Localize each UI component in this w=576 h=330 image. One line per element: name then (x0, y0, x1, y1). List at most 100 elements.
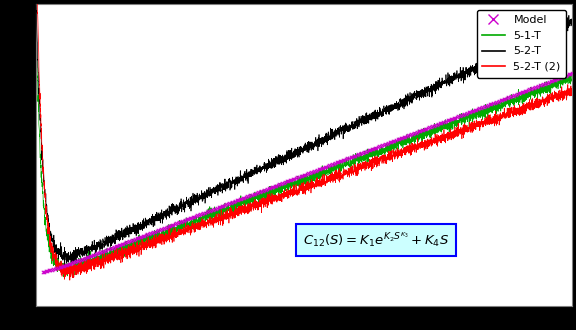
Model (490, 100, 499, 105)
Model (369, 146, 378, 151)
Model (94, 250, 104, 255)
Model (84, 254, 93, 259)
Model (470, 108, 479, 113)
Model (372, 145, 381, 150)
Model (219, 203, 228, 208)
Model (169, 222, 178, 227)
Model (416, 128, 425, 134)
Model (299, 173, 308, 178)
Model (282, 179, 291, 184)
Model (264, 186, 273, 191)
Model (510, 92, 519, 98)
Model (452, 115, 461, 120)
Model (188, 214, 198, 220)
Model (134, 235, 143, 241)
Model (558, 74, 567, 80)
Model (177, 218, 187, 224)
Model (138, 234, 147, 239)
Model (319, 165, 328, 170)
Model (185, 216, 195, 221)
Model (555, 75, 564, 81)
5-2-T (422, 90, 429, 94)
Model (214, 205, 223, 210)
Model (85, 254, 94, 259)
Model (508, 93, 517, 98)
Model (173, 220, 183, 225)
Model (297, 173, 306, 179)
Model (291, 175, 301, 181)
Model (137, 234, 146, 239)
Model (567, 71, 576, 76)
Model (425, 125, 434, 130)
Model (167, 222, 176, 228)
Model (338, 157, 347, 163)
Model (260, 187, 269, 193)
5-1-T (60, 275, 67, 279)
Model (564, 72, 574, 77)
Model (112, 243, 122, 248)
Model (70, 259, 79, 265)
Model (507, 94, 516, 99)
Model (162, 224, 172, 230)
Model (366, 147, 375, 152)
5-2-T (2) (66, 278, 73, 282)
Model (71, 259, 81, 264)
Model (140, 233, 149, 238)
Model (455, 113, 464, 118)
Text: $C_{12}(S) = K_1 e^{K_2 S^{K_3}}  +  K_4 S$: $C_{12}(S) = K_1 e^{K_2 S^{K_3}} + K_4 S… (303, 230, 449, 249)
Model (66, 261, 75, 266)
Model (463, 110, 472, 116)
Model (81, 255, 90, 261)
Model (457, 113, 466, 118)
Model (232, 198, 241, 203)
Model (64, 261, 73, 267)
5-1-T (287, 183, 294, 187)
Model (268, 184, 278, 189)
Model (266, 185, 275, 190)
Model (225, 201, 234, 206)
5-1-T (525, 90, 532, 94)
Model (237, 196, 246, 201)
Model (308, 169, 317, 174)
Model (566, 71, 575, 77)
Model (143, 232, 152, 237)
Model (96, 249, 105, 255)
Model (544, 79, 554, 84)
5-2-T (552, 30, 559, 34)
Model (513, 91, 522, 97)
Model (347, 154, 357, 159)
Model (229, 199, 238, 204)
Model (543, 80, 552, 85)
Model (517, 90, 526, 95)
Model (511, 92, 520, 97)
Model (59, 263, 69, 268)
Model (249, 191, 258, 197)
Model (88, 252, 97, 258)
Model (305, 170, 314, 176)
Model (202, 209, 211, 214)
Model (385, 140, 395, 145)
Model (428, 124, 437, 129)
Model (396, 136, 405, 141)
Model (248, 192, 257, 197)
Model (208, 207, 217, 212)
Model (46, 267, 55, 273)
Model (417, 128, 426, 133)
Model (76, 257, 85, 262)
Model (384, 140, 393, 146)
Model (434, 121, 443, 127)
5-2-T (262, 165, 269, 169)
Model (460, 112, 469, 117)
Model (334, 159, 343, 165)
Model (328, 162, 337, 167)
Model (234, 197, 243, 203)
Model (243, 194, 252, 199)
Model (149, 229, 158, 235)
Model (475, 106, 484, 111)
Model (302, 171, 311, 177)
Model (290, 176, 299, 181)
Model (73, 258, 82, 263)
Model (514, 91, 524, 96)
Model (349, 153, 358, 159)
Model (469, 108, 478, 114)
